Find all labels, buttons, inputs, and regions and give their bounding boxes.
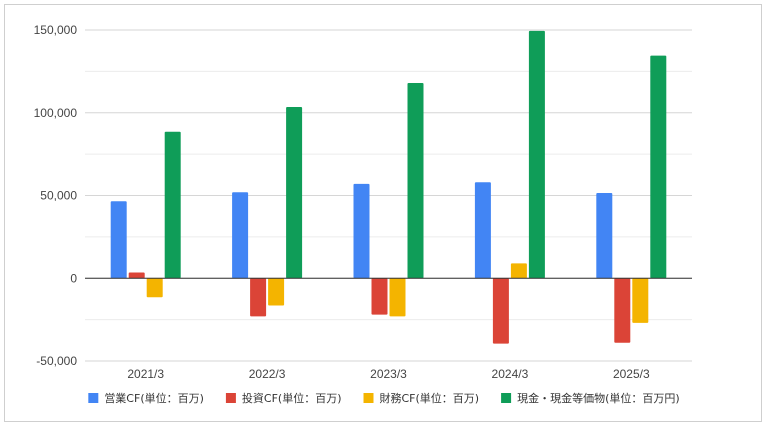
legend-item: 現金・現金等価物(単位：百万円) — [501, 391, 680, 405]
y-tick-label: 150,000 — [34, 23, 78, 37]
legend-label: 投資CF(単位：百万) — [242, 391, 342, 405]
bar-3-2025-3 — [632, 278, 649, 323]
bar-3-2021-3 — [146, 278, 163, 298]
bars — [110, 30, 667, 344]
bar-3-2024-3 — [510, 263, 527, 279]
legend-item: 投資CF(単位：百万) — [225, 391, 342, 405]
x-tick-label: 2021/3 — [127, 367, 164, 381]
legend-label: 財務CF(単位：百万) — [380, 391, 480, 405]
legend-item: 財務CF(単位：百万) — [363, 391, 480, 405]
legend-label: 現金・現金等価物(単位：百万円) — [517, 391, 680, 405]
x-tick-label: 2022/3 — [249, 367, 286, 381]
bar-2-2021-3 — [128, 272, 145, 279]
legend-item: 営業CF(単位：百万) — [88, 391, 204, 405]
bar-4-2021-3 — [164, 131, 181, 279]
legend: 営業CF(単位：百万) 投資CF(単位：百万) 財務CF(単位：百万) 現金・現金等価… — [88, 391, 680, 405]
bar-4-2022-3 — [286, 106, 303, 279]
bar-2-2022-3 — [250, 278, 267, 317]
y-tick-label: -50,000 — [36, 354, 77, 368]
y-tick-label: 0 — [70, 271, 77, 285]
y-tick-label: 50,000 — [40, 189, 77, 203]
bar-2-2023-3 — [371, 278, 388, 315]
bar-4-2023-3 — [407, 82, 424, 279]
grid-lines — [85, 29, 692, 362]
y-tick-label: 100,000 — [34, 106, 78, 120]
bar-3-2023-3 — [389, 278, 406, 317]
bar-1-2025-3 — [596, 193, 613, 279]
bar-1-2021-3 — [110, 201, 127, 279]
legend-swatch — [88, 393, 99, 403]
y-axis-tick-labels: -50,000 0 50,000 100,000 150,000 — [34, 23, 78, 368]
bar-1-2023-3 — [353, 183, 370, 279]
bar-2-2025-3 — [614, 278, 631, 343]
legend-swatch — [225, 393, 236, 403]
x-tick-label: 2023/3 — [370, 367, 407, 381]
legend-label: 営業CF(単位：百万) — [104, 391, 204, 405]
chart-frame — [4, 4, 762, 422]
legend-swatch — [501, 393, 512, 403]
x-tick-label: 2025/3 — [613, 367, 650, 381]
x-tick-label: 2024/3 — [492, 367, 529, 381]
bar-2-2024-3 — [492, 278, 509, 344]
bar-1-2022-3 — [232, 192, 249, 279]
bar-4-2024-3 — [528, 30, 545, 279]
legend-swatch — [363, 393, 374, 403]
x-axis-tick-labels: 2021/3 2022/3 2023/3 2024/3 2025/3 — [127, 367, 650, 381]
bar-1-2024-3 — [474, 182, 491, 279]
bar-4-2025-3 — [650, 55, 667, 279]
bar-3-2022-3 — [268, 278, 285, 306]
